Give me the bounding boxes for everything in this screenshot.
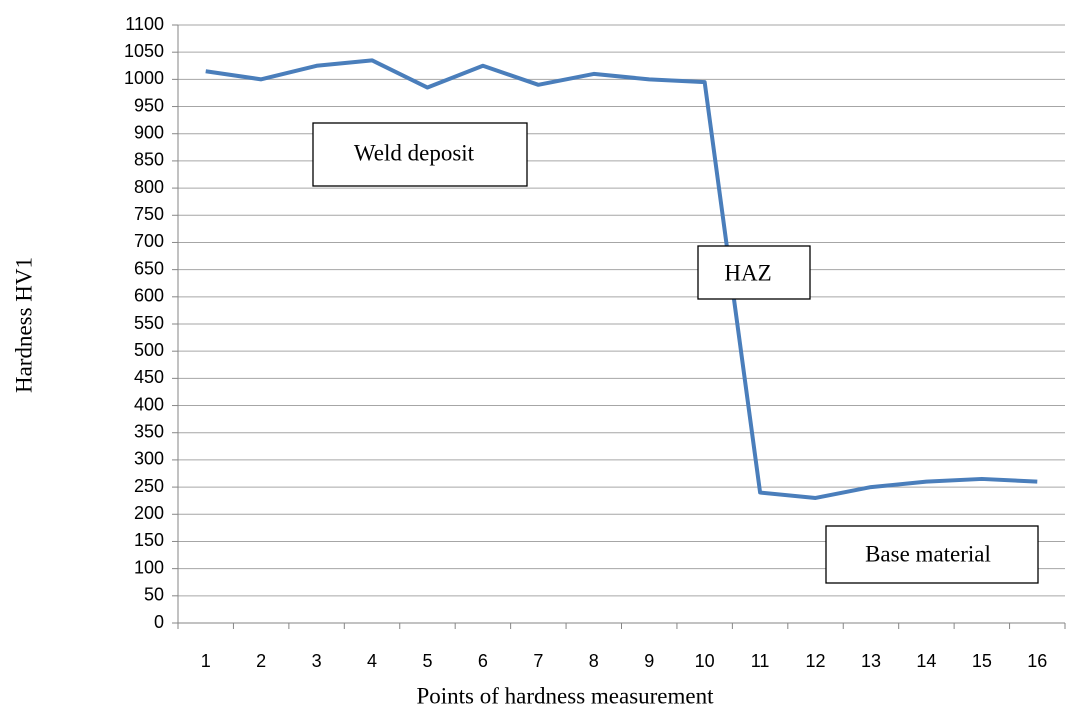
x-axis-title: Points of hardness measurement: [416, 683, 714, 708]
y-tick-label: 100: [134, 557, 164, 577]
x-tick-label: 3: [312, 651, 322, 671]
y-tick-label: 550: [134, 313, 164, 333]
annotation-box: [312, 122, 528, 187]
y-tick-label: 650: [134, 258, 164, 278]
y-tick-label: 750: [134, 204, 164, 224]
x-tick-label: 15: [972, 651, 992, 671]
y-tick-label: 600: [134, 286, 164, 306]
x-tick-label: 7: [533, 651, 543, 671]
x-tick-label: 14: [916, 651, 936, 671]
x-tick-label: 11: [751, 651, 770, 671]
annotation-text: Base material: [865, 541, 991, 566]
x-tick-label: 10: [695, 651, 715, 671]
y-tick-label: 150: [134, 530, 164, 550]
y-tick-label: 350: [134, 421, 164, 441]
y-tick-label: 850: [134, 150, 164, 170]
y-tick-label: 400: [134, 394, 164, 414]
annotation: Weld deposit: [312, 122, 528, 187]
x-tick-label: 1: [201, 651, 211, 671]
annotation: Base material: [825, 525, 1039, 584]
x-tick-label: 5: [422, 651, 432, 671]
y-tick-label: 0: [154, 612, 164, 632]
y-axis-title: Hardness HV1: [11, 257, 36, 393]
x-tick-label: 8: [589, 651, 599, 671]
y-tick-label: 900: [134, 122, 164, 142]
annotation: HAZ: [697, 245, 811, 300]
y-tick-label: 700: [134, 231, 164, 251]
y-tick-label: 800: [134, 177, 164, 197]
x-tick-label: 12: [806, 651, 826, 671]
annotation-box: [825, 525, 1039, 584]
y-tick-label: 50: [144, 585, 164, 605]
annotation-box: [697, 245, 811, 300]
y-tick-label: 1100: [125, 14, 164, 34]
x-tick-label: 4: [367, 651, 377, 671]
data-line: [205, 58, 1038, 500]
annotation-text: Weld deposit: [354, 140, 475, 165]
y-tick-label: 500: [134, 340, 164, 360]
x-tick-label: 9: [644, 651, 654, 671]
x-tick-label: 2: [256, 651, 266, 671]
y-tick-label: 450: [134, 367, 164, 387]
y-tick-label: 1000: [124, 68, 164, 88]
y-tick-label: 250: [134, 476, 164, 496]
x-tick-label: 6: [478, 651, 488, 671]
plot-area: 0 50 100 150 200 250 300 350 400 450 500 550 600 650 7…: [124, 14, 1066, 671]
y-tick-label: 200: [134, 503, 164, 523]
annotation-text: HAZ: [724, 260, 771, 285]
x-tick-label: 16: [1027, 651, 1047, 671]
y-tick-label: 300: [134, 449, 164, 469]
y-tick-label: 950: [134, 95, 164, 115]
x-tick-label: 13: [861, 651, 881, 671]
y-tick-label: 1050: [124, 41, 164, 61]
